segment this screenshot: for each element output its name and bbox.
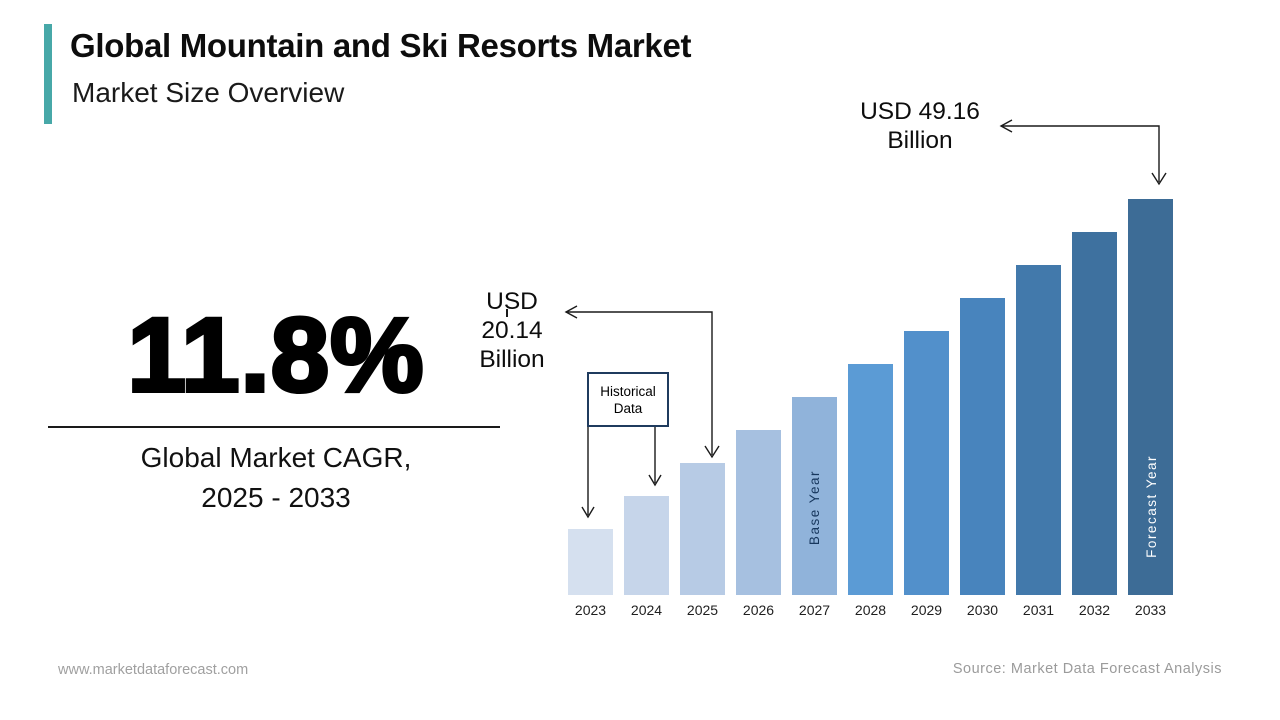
bar-2033 [1128,199,1173,595]
cagr-caption-line1: Global Market CAGR, [140,442,412,473]
value-2033-annotation: USD 49.16 Billion [854,97,986,155]
bar-2023 [568,529,613,595]
footer-website: www.marketdataforecast.com [58,662,249,678]
historical-data-line2: Data [613,400,643,416]
bar-2032 [1072,232,1117,595]
year-label-2024: 2024 [630,602,663,618]
bar-2031 [1016,265,1061,595]
year-label-2033: 2033 [1134,602,1167,618]
value-2025-line3: Billion [479,346,545,373]
page-title: Global Mountain and Ski Resorts Market [70,27,692,64]
year-label-2027: 2027 [798,602,831,618]
bar-2024 [624,496,669,595]
historical-data-box: Historical Data [587,372,669,427]
cagr-value: 11.8% [126,295,426,416]
bar-2026 [736,430,781,595]
arrow-historical-2023 [581,427,595,519]
cagr-caption: Global Market CAGR, 2025 - 2033 [46,438,506,518]
value-2025-line1: USD [486,288,538,315]
bar-2027 [792,397,837,595]
arrow-2025-value [564,305,720,459]
year-label-2028: 2028 [854,602,887,618]
footer-source: Source: Market Data Forecast Analysis [952,661,1222,677]
usd-annotation-tick [506,309,508,317]
year-label-2032: 2032 [1078,602,1111,618]
arrow-2033-value [999,119,1167,186]
year-label-2023: 2023 [574,602,607,618]
year-label-2029: 2029 [910,602,943,618]
arrow-historical-2024 [648,427,662,487]
historical-data-line1: Historical [600,383,656,399]
year-label-2025: 2025 [686,602,719,618]
value-2025-annotation: USD 20.14 Billion [466,287,558,374]
title-accent-bar [44,24,52,124]
cagr-caption-line2: 2025 - 2033 [201,482,351,513]
value-2033-line1: USD 49.16 [860,98,980,125]
page-subtitle: Market Size Overview [72,77,345,108]
year-label-2031: 2031 [1022,602,1055,618]
bar-2029 [904,331,949,595]
bar-2030 [960,298,1005,595]
value-2025-line2: 20.14 [481,317,543,344]
year-label-2026: 2026 [742,602,775,618]
bar-2028 [848,364,893,595]
value-2033-line2: Billion [887,127,953,154]
stat-divider-line [48,426,500,428]
bar-2025 [680,463,725,595]
year-label-2030: 2030 [966,602,999,618]
